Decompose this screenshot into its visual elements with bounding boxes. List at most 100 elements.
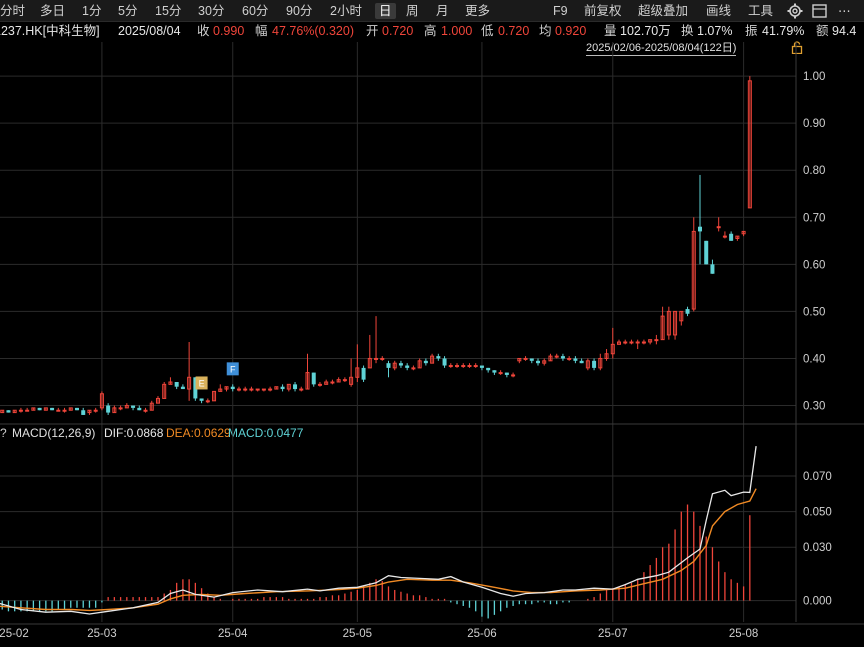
candle — [629, 339, 634, 345]
candle-body — [137, 407, 142, 411]
candles-layer — [0, 76, 752, 415]
candle — [398, 360, 403, 368]
candle-body — [423, 360, 428, 364]
period-tab-day[interactable]: 日 — [375, 3, 396, 19]
candle — [392, 360, 397, 371]
candle-body — [37, 407, 42, 411]
candle-body — [74, 407, 79, 411]
candle — [542, 358, 547, 366]
overlay-button[interactable]: 超级叠加 — [638, 4, 689, 18]
candle — [62, 407, 67, 413]
high-value: 1.000 — [441, 24, 473, 38]
candle — [243, 386, 248, 392]
candle-body — [0, 409, 5, 414]
period-tab-1min[interactable]: 1分 — [82, 4, 102, 18]
candle-body — [417, 360, 422, 369]
candle-body — [205, 400, 210, 403]
candle — [293, 382, 298, 392]
period-tab-15min[interactable]: 15分 — [155, 4, 182, 18]
period-tab-intraday[interactable]: 分时 — [0, 4, 26, 18]
time-tick-label: 25-06 — [467, 628, 496, 640]
period-tab-multiday[interactable]: 多日 — [40, 4, 66, 18]
candle — [567, 356, 572, 361]
candle — [37, 407, 42, 411]
candle-body — [411, 367, 416, 370]
candle — [498, 370, 503, 375]
period-tab-2hour[interactable]: 2小时 — [330, 4, 362, 18]
draw-line-button[interactable]: 画线 — [706, 4, 732, 18]
candle-body — [523, 357, 528, 360]
tools-button[interactable]: 工具 — [748, 4, 774, 18]
help-icon[interactable]: ? — [0, 426, 7, 440]
candle — [673, 310, 678, 340]
candle-body — [511, 374, 516, 377]
price-tick-label: 0.80 — [803, 165, 825, 177]
candle — [374, 316, 379, 364]
candle-body — [62, 409, 67, 412]
candle-body — [336, 379, 341, 383]
candle-body — [629, 341, 634, 344]
period-tab-5min[interactable]: 5分 — [118, 4, 138, 18]
candle-body — [193, 377, 198, 399]
candle — [610, 327, 615, 359]
candle — [31, 407, 36, 411]
low-label: 低 — [481, 24, 494, 38]
candle-body — [243, 388, 248, 391]
period-tab-60min[interactable]: 60分 — [242, 4, 269, 18]
period-tab-90min[interactable]: 90分 — [286, 4, 313, 18]
period-toolbar: 分时 多日 1分 5分 15分 30分 60分 90分 2小时 日 周 月 更多… — [0, 0, 864, 22]
candle — [6, 410, 11, 413]
candle — [280, 384, 285, 392]
candle — [386, 360, 391, 378]
macd-layer — [0, 446, 757, 619]
candle — [604, 349, 609, 361]
forward-adjust-button[interactable]: 前复权 — [584, 4, 622, 18]
candle — [479, 365, 484, 371]
candle — [361, 365, 366, 382]
period-more-button[interactable]: 更多 — [465, 4, 491, 18]
high-label: 高 — [424, 24, 437, 38]
candle — [137, 405, 142, 411]
macd-tick-label: 0.050 — [803, 507, 832, 519]
candle-body — [455, 365, 460, 368]
candle-body — [610, 343, 615, 355]
candle-body — [492, 370, 497, 373]
candle-body — [691, 230, 696, 310]
candle — [355, 344, 360, 382]
candle — [143, 407, 148, 413]
period-tab-week[interactable]: 周 — [406, 4, 419, 18]
price-tick-label: 0.50 — [803, 306, 825, 318]
candle-body — [548, 355, 553, 362]
candle — [317, 382, 322, 387]
candle-body — [635, 341, 640, 344]
candle-body — [174, 382, 179, 387]
gear-icon[interactable] — [787, 3, 803, 19]
symbol-label: 1237.HK[中科生物] — [0, 24, 100, 38]
candle — [311, 372, 316, 387]
candle — [679, 310, 684, 326]
macd-value: MACD:0.0477 — [228, 426, 304, 440]
period-tab-month[interactable]: 月 — [436, 4, 449, 18]
candle — [336, 377, 341, 383]
period-tab-30min[interactable]: 30分 — [198, 4, 225, 18]
candle — [230, 384, 235, 392]
window-icon[interactable] — [812, 4, 827, 18]
candle-body — [697, 226, 702, 232]
ellipsis-icon[interactable]: ⋯ — [838, 4, 851, 18]
price-tick-label: 0.70 — [803, 212, 825, 224]
candle-body — [536, 360, 541, 364]
candle — [162, 382, 167, 399]
candle-body — [560, 356, 565, 359]
f9-button[interactable]: F9 — [553, 4, 568, 18]
candle-body — [542, 360, 547, 364]
candle — [654, 334, 659, 345]
candle — [411, 365, 416, 371]
macd-tick-label: 0.070 — [803, 471, 832, 483]
candle-body — [617, 341, 621, 345]
quote-date: 2025/08/04 — [118, 24, 181, 38]
date-range-label[interactable]: 2025/02/06-2025/08/04(122日) — [586, 42, 737, 56]
candle-body — [704, 240, 709, 265]
candle-body — [268, 388, 273, 391]
macd-indicator-name[interactable]: MACD(12,26,9) — [12, 426, 96, 440]
